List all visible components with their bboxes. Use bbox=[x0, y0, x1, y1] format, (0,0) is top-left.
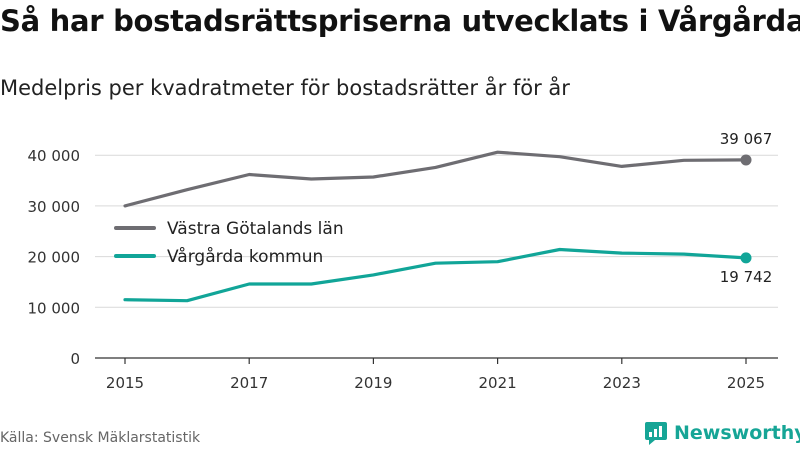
series-end-label-1: 19 742 bbox=[720, 268, 773, 286]
x-tick-label: 2021 bbox=[479, 374, 517, 392]
newsworthy-logo: Newsworthy bbox=[644, 420, 800, 446]
y-tick-label: 10 000 bbox=[28, 299, 81, 317]
series-line-1 bbox=[123, 247, 748, 303]
y-tick-label: 20 000 bbox=[28, 249, 81, 267]
x-tick-label: 2019 bbox=[354, 374, 392, 392]
y-tick-label: 0 bbox=[70, 350, 80, 368]
newsworthy-logo-icon bbox=[645, 422, 667, 445]
chart-subtitle: Medelpris per kvadratmeter för bostadsrä… bbox=[0, 76, 570, 100]
x-tick-label: 2023 bbox=[603, 374, 641, 392]
series-end-label-0: 39 067 bbox=[720, 130, 773, 148]
x-tick-label: 2015 bbox=[106, 374, 144, 392]
y-tick-label: 40 000 bbox=[28, 147, 81, 165]
x-tick-label: 2017 bbox=[230, 374, 268, 392]
x-tick-label: 2025 bbox=[727, 374, 765, 392]
brand-name: Newsworthy bbox=[674, 422, 800, 444]
legend-label-0: Västra Götalands län bbox=[167, 219, 344, 239]
series-end-point-1 bbox=[740, 252, 752, 264]
series-line-0 bbox=[123, 150, 748, 208]
chart-title: Så har bostadsrättspriserna utvecklats i… bbox=[0, 4, 800, 38]
series-end-point-0 bbox=[740, 154, 752, 166]
y-tick-label: 30 000 bbox=[28, 198, 81, 216]
source-note: Källa: Svensk Mäklarstatistik bbox=[0, 430, 201, 446]
legend-label-1: Vårgårda kommun bbox=[167, 246, 323, 267]
